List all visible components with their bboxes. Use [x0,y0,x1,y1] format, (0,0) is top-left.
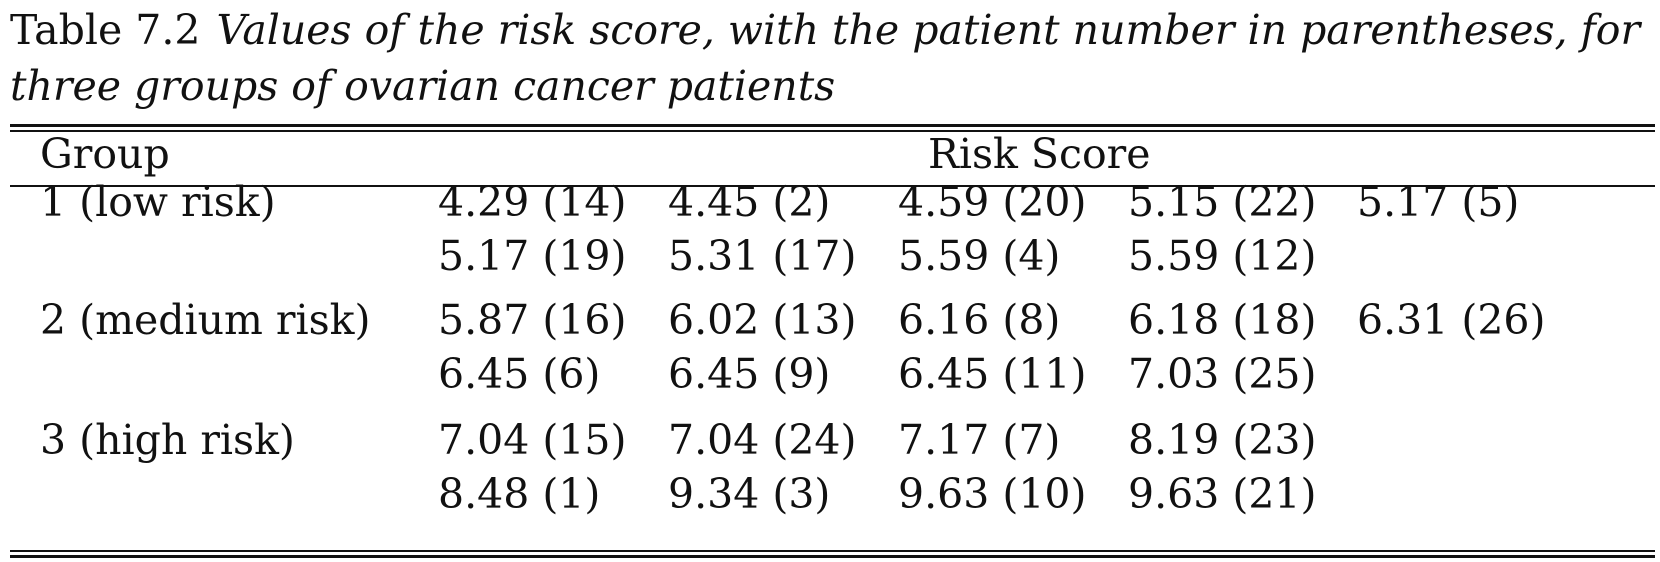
group-label: 1 (low risk) [40,178,276,226]
caption-line-2: three groups of ovarian cancer patients [10,62,836,110]
risk-score-cell: 4.45 (2) [668,178,831,226]
risk-score-cell: 6.45 (11) [898,350,1087,398]
risk-score-cell: 6.18 (18) [1128,296,1317,344]
header-risk-score: Risk Score [928,130,1151,178]
risk-score-cell: 5.59 (4) [898,232,1061,280]
risk-score-cell: 7.03 (25) [1128,350,1317,398]
risk-score-cell: 9.63 (21) [1128,470,1317,518]
risk-score-cell: 5.31 (17) [668,232,857,280]
risk-score-cell: 8.19 (23) [1128,416,1317,464]
risk-score-cell: 6.16 (8) [898,296,1061,344]
risk-score-cell: 6.45 (9) [668,350,831,398]
risk-score-cell: 6.45 (6) [438,350,601,398]
risk-score-cell: 4.29 (14) [438,178,627,226]
top-rule [10,124,1655,127]
risk-score-cell: 4.59 (20) [898,178,1087,226]
risk-score-cell: 5.17 (19) [438,232,627,280]
risk-score-cell: 6.02 (13) [668,296,857,344]
group-label: 3 (high risk) [40,416,295,464]
risk-score-cell: 7.04 (24) [668,416,857,464]
risk-score-cell: 5.15 (22) [1128,178,1317,226]
risk-score-cell: 7.04 (15) [438,416,627,464]
bottom-rule [10,555,1655,558]
header-group: Group [40,130,170,178]
bottom-rule-inner [10,550,1655,552]
table-caption: Table 7.2 Values of the risk score, with … [10,2,1655,114]
risk-score-cell: 5.59 (12) [1128,232,1317,280]
top-rule-inner [10,130,1655,132]
caption-text-1: Values of the risk score, with the patie… [216,6,1641,54]
risk-score-cell: 9.63 (10) [898,470,1087,518]
risk-score-cell: 8.48 (1) [438,470,601,518]
caption-line-1: Table 7.2 Values of the risk score, with … [10,2,1655,58]
risk-score-cell: 7.17 (7) [898,416,1061,464]
risk-score-cell: 5.87 (16) [438,296,627,344]
header-rule [10,185,1655,187]
group-label: 2 (medium risk) [40,296,371,344]
risk-score-cell: 6.31 (26) [1357,296,1546,344]
risk-score-cell: 9.34 (3) [668,470,831,518]
risk-score-cell: 5.17 (5) [1357,178,1520,226]
table-label: Table 7.2 [10,6,201,54]
